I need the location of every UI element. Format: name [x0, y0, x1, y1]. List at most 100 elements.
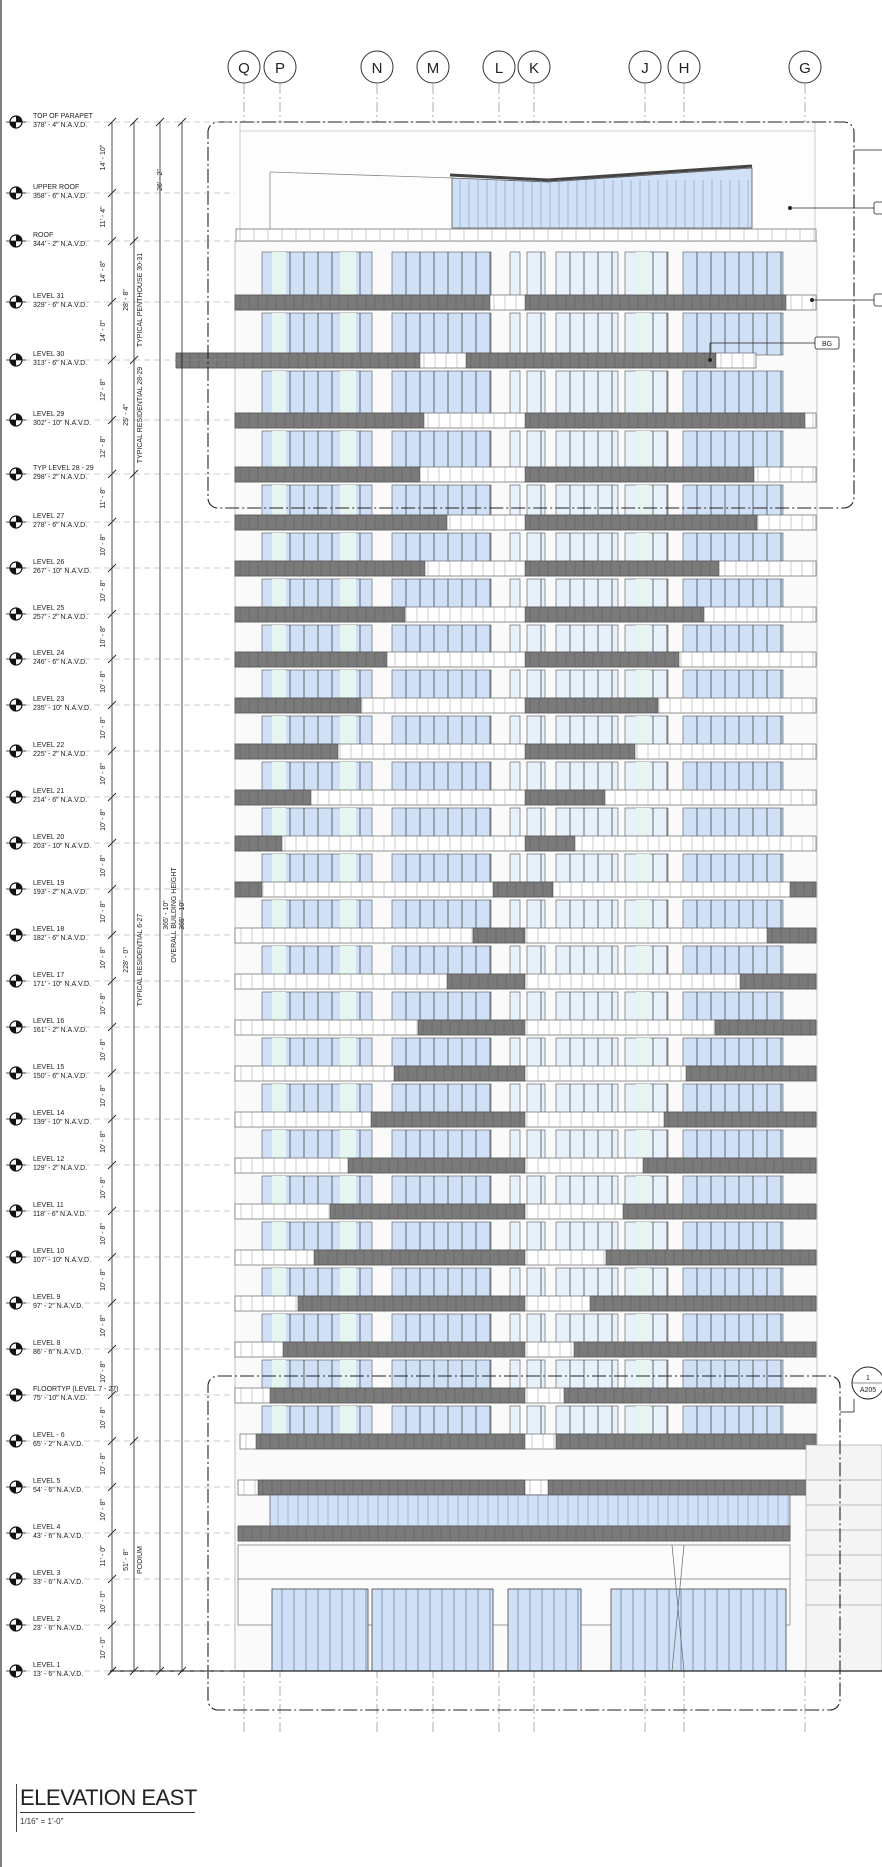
balcony-dark — [714, 1019, 817, 1036]
window-bay — [526, 532, 546, 564]
dimension-tick — [107, 1620, 117, 1630]
window-bay — [391, 1405, 492, 1437]
window-bay — [555, 715, 619, 747]
accent-panel — [636, 992, 650, 1022]
accent-panel — [636, 946, 650, 976]
level-elevation: 129' - 2" N.A.V.D. — [33, 1165, 87, 1172]
level-marker: LEVEL 12 129' - 2" N.A.V.D. — [6, 1156, 87, 1172]
accent-panel — [636, 1222, 650, 1252]
accent-panel — [272, 579, 286, 609]
window-bay — [555, 1267, 619, 1299]
balcony-dark — [313, 1249, 526, 1266]
window-bay — [526, 484, 546, 518]
window-bay — [509, 853, 521, 885]
gridline-label-N: N — [372, 60, 383, 77]
dimension-tick — [107, 1436, 117, 1446]
window-bay — [526, 899, 546, 931]
level-name: LEVEL 19 — [33, 880, 64, 887]
balcony-dark — [234, 651, 388, 668]
window-bay — [391, 945, 492, 977]
dimension-tick — [107, 838, 117, 848]
level-name: TOP OF PARAPET — [33, 113, 94, 120]
dimension-tick — [107, 1574, 117, 1584]
floor-height-value: 10' - 8" — [100, 534, 107, 556]
level-name: LEVEL 14 — [33, 1110, 64, 1117]
window-bay — [682, 312, 784, 356]
window-bay — [391, 1267, 492, 1299]
accent-panel — [636, 625, 650, 654]
window-bay — [682, 532, 784, 564]
level-marker: LEVEL 20 203' - 10" N.A.V.D. — [6, 834, 91, 850]
accent-panel — [272, 1222, 286, 1252]
accent-panel — [340, 625, 356, 654]
level-elevation: 43' - 6" N.A.V.D. — [33, 1533, 83, 1540]
window-bay — [509, 1175, 521, 1207]
window-bay — [509, 1037, 521, 1069]
level-marker: LEVEL 18 182' - 6" N.A.V.D. — [6, 926, 87, 942]
dimension-tick — [129, 355, 139, 365]
storefront-glazing — [371, 1588, 494, 1672]
window-bay — [526, 807, 546, 839]
window-bay — [682, 578, 784, 610]
accent-panel — [636, 1084, 650, 1114]
window-bay — [682, 945, 784, 977]
dimension-tick — [107, 563, 117, 573]
window-bay — [391, 1083, 492, 1115]
window-bay — [526, 1313, 546, 1345]
accent-panel — [340, 252, 356, 297]
balcony-dark — [417, 1019, 526, 1036]
window-bay — [509, 945, 521, 977]
level-name: LEVEL 17 — [33, 972, 64, 979]
gridline-label-K: K — [529, 60, 539, 77]
balcony-dark — [605, 1249, 817, 1266]
floor-height-value: 10' - 0" — [100, 1637, 107, 1659]
window-bay — [391, 1221, 492, 1253]
dimension-tick — [107, 236, 117, 246]
level-name: LEVEL 24 — [33, 650, 64, 657]
gridline-bubble-N — [360, 50, 394, 84]
dimension-tick — [129, 236, 139, 246]
dimension-tick — [129, 1436, 139, 1446]
accent-panel — [272, 431, 286, 469]
dimension-tick — [107, 1482, 117, 1492]
level-elevation: 313' - 6" N.A.V.D. — [33, 360, 87, 367]
floor-height-value: 10' - 8" — [100, 717, 107, 739]
accent-panel — [636, 533, 650, 563]
window-bay — [526, 430, 546, 470]
window-bay — [391, 1359, 492, 1391]
level-name: LEVEL 16 — [33, 1018, 64, 1025]
accent-panel — [636, 1176, 650, 1206]
residential-6-27-dimension: 228' - 0" — [123, 947, 130, 973]
window-bay — [391, 991, 492, 1023]
window-bay — [682, 761, 784, 793]
window-bay — [526, 853, 546, 885]
accent-panel — [636, 1314, 650, 1344]
level-elevation: 358' - 6" N.A.V.D. — [33, 193, 87, 200]
title-block: ELEVATION EAST 1/16" = 1'-0" — [20, 1786, 220, 1826]
window-bay — [555, 1405, 619, 1437]
upper-dimension: 26' - 2" — [157, 169, 164, 191]
window-bay — [555, 578, 619, 610]
window-bay — [526, 1175, 546, 1207]
dimension-tick — [129, 469, 139, 479]
window-bay — [682, 251, 784, 298]
accent-panel — [340, 946, 356, 976]
level-elevation: 329' - 6" N.A.V.D. — [33, 302, 87, 309]
window-bay — [509, 669, 521, 701]
level-marker: LEVEL 4 43' - 6" N.A.V.D. — [6, 1524, 83, 1540]
accent-panel — [636, 371, 650, 415]
accent-panel — [272, 1130, 286, 1160]
floor-height-value: 14' - 8" — [100, 260, 107, 282]
window-bay — [555, 991, 619, 1023]
window-bay — [555, 1129, 619, 1161]
gridline-bubble-J — [628, 50, 662, 84]
dimension-tick — [107, 1068, 117, 1078]
window-bay — [555, 807, 619, 839]
leader-dot — [810, 298, 814, 302]
accent-panel — [272, 1176, 286, 1206]
penthouse-label: TYPICAL PENTHOUSE 30-31 — [137, 253, 144, 347]
level-elevation: 171' - 10" N.A.V.D. — [33, 981, 91, 988]
accent-panel — [340, 431, 356, 469]
window-bay — [526, 669, 546, 701]
